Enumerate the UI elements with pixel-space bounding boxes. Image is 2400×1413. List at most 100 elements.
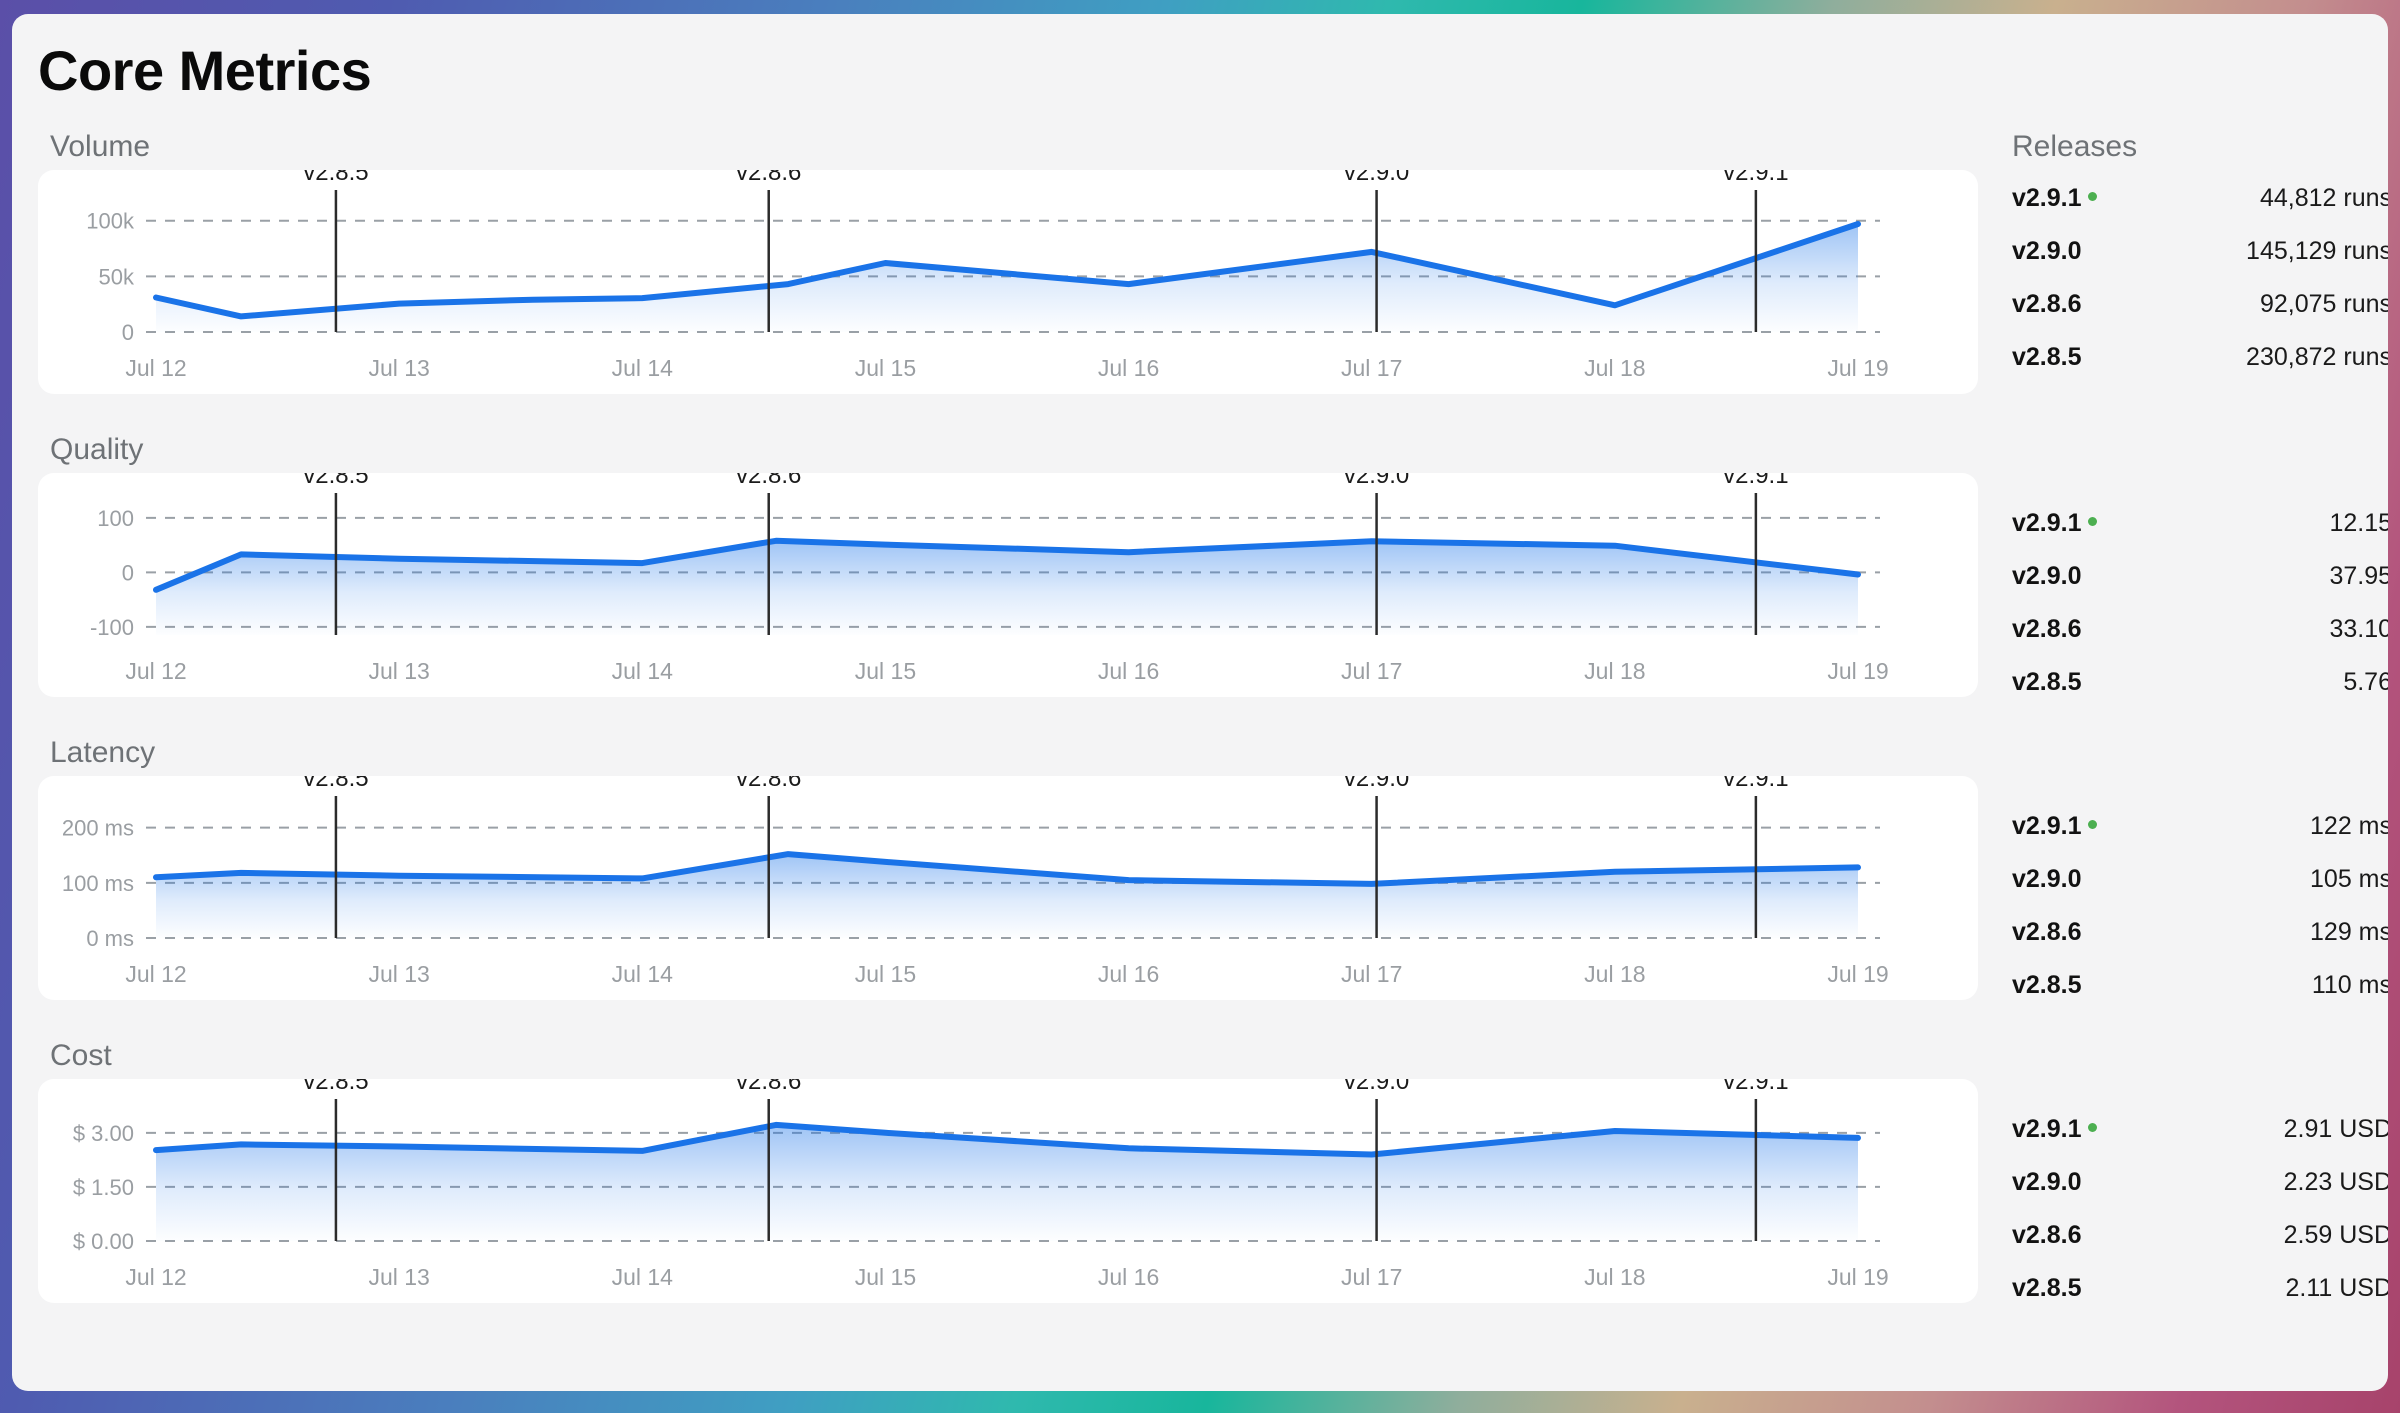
y-tick-label: 0 [122,320,134,345]
release-metric-value: 2.59 USD [2283,1221,2388,1249]
release-row[interactable]: v2.8.6 92,075 runs [2012,290,2388,343]
chart-area-fill [156,540,1858,635]
release-row[interactable]: v2.9.0 37.95 [2012,562,2388,615]
release-row[interactable]: v2.8.6 129 ms [2012,918,2388,971]
y-tick-label: 100 [97,506,134,531]
release-row[interactable]: v2.9.0 2.23 USD [2012,1168,2388,1221]
release-metric-value: 5.76 [2343,668,2388,696]
y-tick-label: 100 ms [62,871,134,896]
release-version: v2.8.5 [2012,971,2082,1000]
x-tick-label: Jul 18 [1584,961,1645,987]
x-tick-label: Jul 14 [612,1264,674,1290]
release-version: v2.9.0 [2012,237,2082,266]
release-version: v2.9.0 [2012,865,2082,894]
release-row[interactable]: v2.9.1 2.91 USD [2012,1115,2388,1168]
metric-section-quality: Quality -100 0 100 v2.8.5 v2.8.6 v2.9.0 v2.9.1 J… [38,433,2388,737]
release-marker-label: v2.8.5 [303,473,368,489]
dashboard-card: Core Metrics Volume 0 50k 100k v2.8.5 v2.8.6 v… [12,14,2388,1391]
release-row[interactable]: v2.9.1 12.15 [2012,509,2388,562]
x-tick-label: Jul 14 [612,961,674,987]
y-tick-label: 50k [99,264,135,289]
section-label: Latency [50,736,156,769]
active-status-dot-icon [2087,192,2097,201]
x-tick-label: Jul 17 [1341,355,1402,381]
release-row[interactable]: v2.9.1 122 ms [2012,812,2388,865]
chart-volume: 0 50k 100k v2.8.5 v2.8.6 v2.9.0 v2.9.1 Jul 12 Ju… [86,170,1888,381]
release-version-text: v2.9.1 [2012,812,2082,840]
release-marker-label: v2.8.5 [303,1079,368,1095]
release-version: v2.8.6 [2012,918,2082,947]
chart-card-cost[interactable]: $ 0.00 $ 1.50 $ 3.00 v2.8.5 v2.8.6 v2.9.0 v2.9… [38,1079,1978,1303]
release-marker-label: v2.9.1 [1723,1079,1788,1095]
release-version-text: v2.9.1 [2012,184,2082,212]
release-row[interactable]: v2.8.6 33.10 [2012,615,2388,668]
x-tick-label: Jul 17 [1341,658,1402,684]
release-version: v2.9.1 [2012,812,2097,841]
x-tick-label: Jul 18 [1584,355,1645,381]
release-row[interactable]: v2.8.5 230,872 runs [2012,343,2388,396]
release-row[interactable]: v2.8.5 110 ms [2012,971,2388,1024]
release-metric-value: 145,129 runs [2246,237,2388,265]
release-row[interactable]: v2.9.0 105 ms [2012,865,2388,918]
release-marker-label: v2.8.5 [303,776,368,792]
x-tick-label: Jul 15 [855,1264,916,1290]
x-tick-label: Jul 14 [612,658,674,684]
x-tick-label: Jul 16 [1098,355,1159,381]
release-marker-label: v2.9.1 [1723,170,1788,186]
chart-line [153,851,1861,887]
release-version: v2.8.5 [2012,343,2082,372]
release-version-text: v2.9.1 [2012,1115,2082,1143]
release-metric-value: 2.91 USD [2283,1115,2388,1143]
release-marker-label: v2.8.5 [303,170,368,186]
release-marker-label: v2.8.6 [736,170,801,186]
release-version-text: v2.8.5 [2012,343,2082,371]
chart-cost: $ 0.00 $ 1.50 $ 3.00 v2.8.5 v2.8.6 v2.9.0 v2.9… [73,1079,1889,1290]
metric-section-cost: Cost $ 0.00 $ 1.50 $ 3.00 v2.8.5 v2.8.6 v2.9.0… [38,1039,2388,1343]
chart-latency: 0 ms 100 ms 200 ms v2.8.5 v2.8.6 v2.9.0 v2.9.1… [62,776,1889,987]
release-metric-value: 122 ms [2310,812,2388,840]
section-label: Quality [50,433,144,466]
release-row[interactable]: v2.9.1 44,812 runs [2012,184,2388,237]
release-metric-value: 2.11 USD [2285,1274,2388,1302]
release-row[interactable]: v2.9.0 145,129 runs [2012,237,2388,290]
release-version: v2.8.6 [2012,290,2082,319]
chart-card-latency[interactable]: 0 ms 100 ms 200 ms v2.8.5 v2.8.6 v2.9.0 v2.9.1… [38,776,1978,1000]
x-tick-label: Jul 18 [1584,1264,1645,1290]
release-marker-label: v2.8.6 [736,473,801,489]
chart-card-quality[interactable]: -100 0 100 v2.8.5 v2.8.6 v2.9.0 v2.9.1 Jul 12 Ju… [38,473,1978,697]
chart-line [153,1121,1861,1158]
x-tick-label: Jul 19 [1827,355,1888,381]
x-tick-label: Jul 13 [368,1264,429,1290]
x-tick-label: Jul 16 [1098,1264,1159,1290]
release-version: v2.8.6 [2012,1221,2082,1250]
release-version-text: v2.9.0 [2012,865,2082,893]
x-tick-label: Jul 15 [855,658,916,684]
x-tick-label: Jul 16 [1098,961,1159,987]
release-version: v2.9.0 [2012,562,2082,591]
release-marker-label: v2.8.6 [736,1079,801,1095]
release-row[interactable]: v2.8.5 5.76 [2012,668,2388,721]
releases-panel-cost: v2.9.1 2.91 USD v2.9.0 2.23 USD v2.8.6 2.59 U… [2012,1079,2388,1327]
release-version-text: v2.8.6 [2012,290,2082,318]
chart-area-fill [156,854,1858,938]
release-version: v2.8.6 [2012,615,2082,644]
x-tick-label: Jul 16 [1098,658,1159,684]
release-version-text: v2.9.0 [2012,562,2082,590]
release-metric-value: 92,075 runs [2259,290,2388,318]
y-tick-label: -100 [90,615,134,640]
x-tick-label: Jul 15 [855,355,916,381]
chart-quality: -100 0 100 v2.8.5 v2.8.6 v2.9.0 v2.9.1 Jul 12 Ju… [90,473,1889,684]
section-row: $ 0.00 $ 1.50 $ 3.00 v2.8.5 v2.8.6 v2.9.0 v2.9… [38,1079,2388,1327]
chart-area-fill [156,224,1858,332]
chart-card-volume[interactable]: 0 50k 100k v2.8.5 v2.8.6 v2.9.0 v2.9.1 Jul 12 Ju… [38,170,1978,394]
y-tick-label: 100k [86,209,135,234]
section-row: 0 ms 100 ms 200 ms v2.8.5 v2.8.6 v2.9.0 v2.9.1… [38,776,2388,1024]
release-marker-label: v2.9.1 [1723,776,1788,792]
release-row[interactable]: v2.8.6 2.59 USD [2012,1221,2388,1274]
release-version-text: v2.8.6 [2012,918,2082,946]
release-row[interactable]: v2.8.5 2.11 USD [2012,1274,2388,1327]
release-metric-value: 129 ms [2310,918,2388,946]
y-tick-label: $ 0.00 [73,1229,134,1254]
section-label: Cost [50,1039,112,1072]
